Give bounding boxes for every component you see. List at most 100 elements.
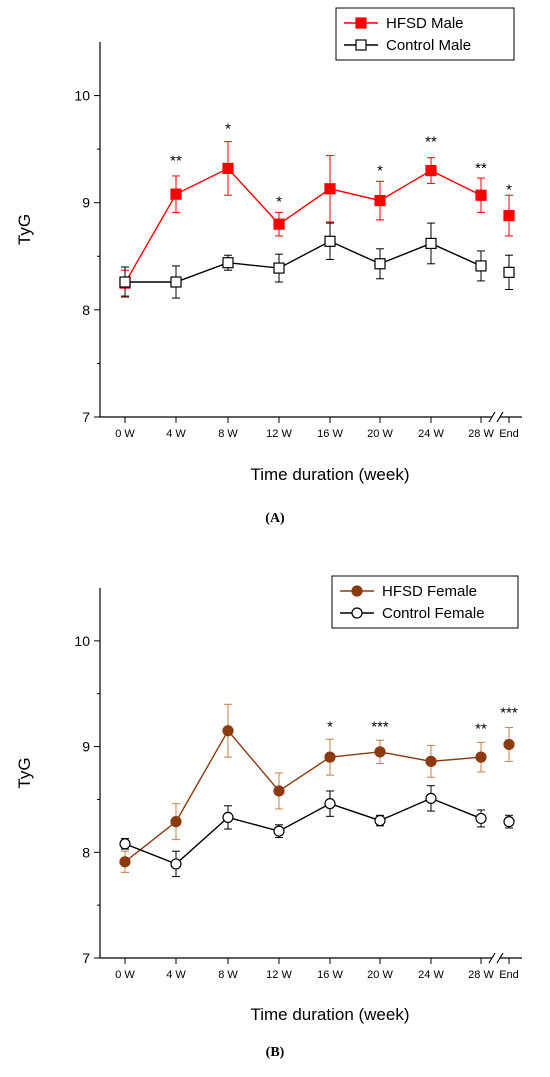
significance-marker: **	[170, 153, 182, 170]
panel-b-chart: 7 8 9 10 0 W 4 W 8 W 12 W 16 W 20 W 24 W 28 W End TyG…	[15, 575, 522, 1060]
x-tick-label: 24 W	[418, 428, 444, 440]
legend-marker	[355, 17, 367, 29]
x-tick-label: 0 W	[115, 428, 135, 440]
series-1	[119, 785, 515, 878]
legend-marker	[351, 607, 363, 619]
x-axis-title: Time duration (week)	[250, 1005, 409, 1024]
data-point	[374, 258, 386, 270]
significance-marker: *	[506, 182, 512, 199]
legend-label: Control Female	[382, 605, 485, 622]
panel-label: (B)	[266, 1045, 285, 1060]
legend-marker	[355, 39, 367, 51]
axis-break-mark	[496, 411, 504, 423]
significance-marker: **	[425, 133, 437, 150]
data-point	[222, 257, 234, 269]
significance-marker: *	[225, 121, 231, 138]
series-1	[119, 222, 515, 299]
data-point	[324, 751, 336, 763]
data-point	[119, 838, 131, 850]
series-line	[125, 240, 482, 283]
x-tick-label: 28 W	[468, 969, 494, 981]
y-tick-label: 7	[82, 409, 90, 425]
significance-marker: ***	[371, 718, 389, 735]
data-point	[222, 811, 234, 824]
axis-break-mark	[488, 952, 496, 964]
panel-a-chart: 7 8 9 10 0 W 4 W 8 W 12 W 16 W 20 W 24 W 28 W End TyG…	[15, 7, 522, 526]
x-tick-label: 28 W	[468, 428, 494, 440]
legend: HFSD Male Control Male	[335, 7, 515, 61]
x-tick-label: 24 W	[418, 969, 444, 981]
x-tick-label: 16 W	[317, 969, 343, 981]
data-point	[324, 798, 336, 810]
series-line	[124, 167, 482, 284]
significance-marker: *	[276, 193, 282, 210]
data-point	[119, 856, 131, 868]
y-tick-label: 10	[74, 633, 90, 649]
significance-marker: ***	[500, 705, 518, 722]
significance-marker: *	[327, 718, 333, 735]
legend-label: Control Male	[386, 37, 471, 54]
data-point	[425, 755, 437, 767]
data-point	[503, 209, 515, 222]
data-point	[324, 183, 336, 195]
y-tick-label: 9	[82, 195, 90, 211]
data-point	[273, 262, 285, 274]
y-tick-label: 10	[74, 88, 90, 104]
data-point	[324, 235, 336, 247]
legend-label: HFSD Male	[386, 15, 464, 32]
x-tick-label: 20 W	[367, 428, 393, 440]
data-point	[170, 188, 182, 200]
data-point	[170, 858, 182, 870]
data-point	[425, 237, 437, 250]
legend-marker	[351, 585, 363, 597]
series-line	[124, 797, 482, 865]
x-tick-label: End	[499, 969, 519, 981]
legend-box	[335, 7, 515, 61]
data-point	[273, 218, 285, 230]
x-tick-label: 20 W	[367, 969, 393, 981]
data-point	[222, 725, 234, 737]
x-tick-label: 16 W	[317, 428, 343, 440]
x-axis-title: Time duration (week)	[250, 465, 409, 484]
data-point	[374, 746, 386, 758]
x-tick-label: 12 W	[266, 969, 292, 981]
axis-break-mark	[488, 411, 496, 423]
data-point	[273, 825, 285, 837]
data-point	[425, 164, 437, 177]
data-point	[503, 816, 515, 828]
data-point	[273, 785, 285, 797]
x-tick-label: 12 W	[266, 428, 292, 440]
legend-box	[331, 575, 519, 629]
x-tick-label: 8 W	[218, 969, 238, 981]
data-point	[475, 812, 487, 825]
legend: HFSD Female Control Female	[331, 575, 519, 629]
axis-break-mark	[496, 952, 504, 964]
series-0	[119, 703, 515, 873]
y-axis-title: TyG	[15, 214, 34, 245]
data-point	[503, 738, 515, 751]
data-point	[222, 162, 234, 175]
data-point	[170, 276, 182, 288]
y-tick-label: 7	[82, 950, 90, 966]
data-point	[475, 189, 487, 201]
x-tick-label: End	[499, 428, 519, 440]
data-point	[374, 814, 386, 827]
y-axis-title: TyG	[15, 757, 34, 788]
data-point	[475, 260, 487, 272]
data-point	[425, 792, 437, 804]
x-tick-label: 4 W	[166, 969, 186, 981]
legend-label: HFSD Female	[382, 583, 477, 600]
series-line	[124, 729, 482, 863]
data-point	[374, 194, 386, 207]
y-tick-label: 8	[82, 302, 90, 318]
x-tick-label: 4 W	[166, 428, 186, 440]
x-tick-label: 0 W	[115, 969, 135, 981]
significance-marker: **	[475, 160, 487, 177]
data-point	[503, 266, 515, 278]
y-tick-label: 9	[82, 739, 90, 755]
y-tick-label: 8	[82, 844, 90, 860]
data-point	[119, 276, 131, 288]
significance-marker: *	[377, 162, 383, 179]
x-tick-label: 8 W	[218, 428, 238, 440]
